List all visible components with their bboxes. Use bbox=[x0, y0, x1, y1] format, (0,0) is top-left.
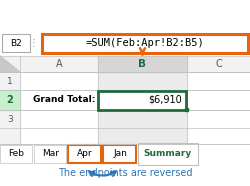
Text: 3: 3 bbox=[7, 115, 13, 124]
FancyBboxPatch shape bbox=[68, 145, 100, 163]
Bar bbox=[0, 56, 250, 144]
Text: B: B bbox=[138, 59, 146, 69]
FancyBboxPatch shape bbox=[2, 34, 30, 52]
Bar bbox=[98, 91, 185, 110]
Bar bbox=[0, 56, 250, 72]
Text: The endpoints are reversed: The endpoints are reversed bbox=[58, 168, 192, 178]
Text: 1: 1 bbox=[7, 76, 13, 86]
Text: Grand Total:: Grand Total: bbox=[32, 95, 94, 105]
FancyBboxPatch shape bbox=[0, 145, 32, 163]
FancyBboxPatch shape bbox=[138, 143, 197, 165]
FancyBboxPatch shape bbox=[34, 145, 66, 163]
Text: Summary: Summary bbox=[143, 149, 191, 158]
Bar bbox=[98, 56, 186, 72]
Text: $6,910: $6,910 bbox=[148, 95, 181, 105]
Text: =SUM(Feb:Apr!B2:B5): =SUM(Feb:Apr!B2:B5) bbox=[85, 38, 204, 48]
Bar bbox=[184, 108, 188, 111]
Text: Jan: Jan bbox=[112, 150, 126, 158]
Text: C: C bbox=[215, 59, 222, 69]
Text: B2: B2 bbox=[10, 39, 22, 47]
FancyBboxPatch shape bbox=[102, 145, 136, 163]
Bar bbox=[0, 0, 250, 56]
Text: Mar: Mar bbox=[42, 150, 59, 158]
Text: A: A bbox=[56, 59, 62, 69]
FancyBboxPatch shape bbox=[42, 34, 247, 53]
Text: Apr: Apr bbox=[77, 150, 92, 158]
Bar bbox=[0, 90, 20, 110]
Text: ⋮: ⋮ bbox=[29, 38, 39, 48]
Polygon shape bbox=[0, 56, 20, 72]
Bar bbox=[0, 56, 20, 144]
Text: 2: 2 bbox=[6, 95, 13, 105]
Bar bbox=[98, 72, 186, 144]
Text: Feb: Feb bbox=[8, 150, 24, 158]
